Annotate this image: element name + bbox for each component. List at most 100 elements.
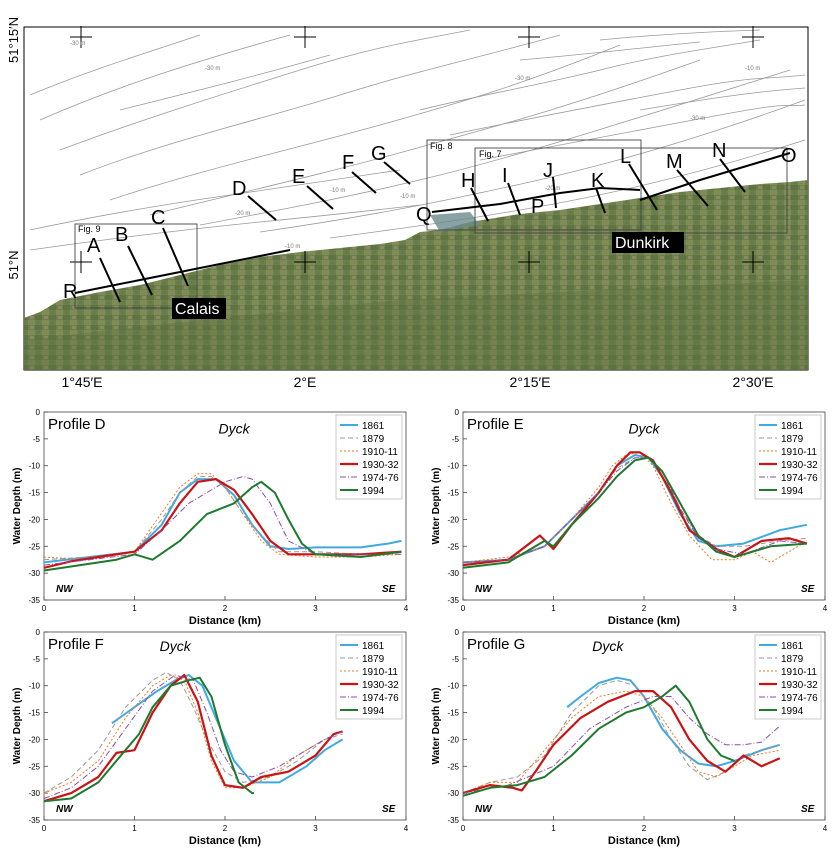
y-tick-label: 0: [455, 628, 460, 637]
profile-letter-i: I: [502, 165, 508, 187]
x-axis-label: Distance (km): [608, 615, 680, 627]
series-line-1861: [43, 478, 402, 564]
y-tick-label: -15: [447, 709, 459, 718]
y-tick-label: -30: [28, 789, 40, 798]
profile-letter-p: P: [531, 196, 544, 218]
y-tick-label: -15: [28, 709, 40, 718]
box-label-fig8: Fig. 8: [430, 141, 453, 151]
y-tick-label: -10: [28, 462, 40, 471]
y-tick-label: -5: [33, 435, 41, 444]
x-tick-label: 3: [732, 824, 737, 833]
x-tick-label: 3: [313, 824, 318, 833]
x-tick-label: 3: [313, 604, 318, 613]
town-dunkirk: Dunkirk: [615, 235, 670, 252]
y-tick-label: -35: [28, 596, 40, 605]
legend-label: 1861: [362, 421, 385, 432]
y-tick-label: -30: [447, 789, 459, 798]
legend-label: 1930-32: [362, 680, 399, 691]
box-label-fig7: Fig. 7: [479, 149, 502, 159]
legend-label: 1910-11: [362, 667, 398, 678]
x-tick-label: 0: [42, 824, 47, 833]
series-line-1910-11: [462, 451, 808, 563]
series-line-1994: [43, 676, 254, 803]
y-axis-label: Water Depth (m): [431, 688, 442, 765]
annotation-se: SE: [801, 804, 815, 815]
series-line-1930-32: [43, 478, 402, 569]
annotation-nw: NW: [475, 804, 493, 815]
legend-label: 1879: [781, 434, 804, 445]
x-axis-label: Distance (km): [189, 615, 261, 627]
x-tick-label: 4: [404, 824, 409, 833]
profile-line-m: [676, 169, 709, 207]
annotation-dyck: Dyck: [592, 638, 624, 654]
coastline-land: [24, 180, 808, 370]
legend-label: 1910-11: [781, 447, 817, 458]
profile-line-k: [595, 187, 606, 214]
profile-letter-a: A: [87, 235, 101, 257]
profile-letter-h: H: [461, 170, 475, 192]
legend-box: [335, 414, 403, 500]
x-tick-label: 3: [732, 604, 737, 613]
x-tick-label: 1: [551, 604, 556, 613]
series-line-1930-32: [462, 690, 781, 795]
annotation-dyck: Dyck: [218, 420, 250, 436]
y-tick-label: -10: [447, 462, 459, 471]
y-tick-label: -20: [447, 735, 459, 744]
fig9-box: [74, 223, 198, 309]
x-axis-label: Distance (km): [189, 835, 261, 847]
contour-label: -30 m: [515, 76, 530, 82]
legend-label: 1879: [362, 434, 385, 445]
port-area: [430, 212, 480, 232]
contour-label: -30 m: [205, 66, 220, 72]
profile-letter-e: E: [292, 166, 305, 188]
y-axis-label: Water Depth (m): [431, 468, 442, 545]
profile-letter-o: O: [781, 145, 797, 167]
lat-label-51: 51°N: [6, 250, 21, 279]
legend-label: 1930-32: [781, 460, 818, 471]
series-line-1879: [43, 671, 343, 794]
profile-letter-b: B: [115, 224, 128, 246]
map-panel: -30 m -30 m -20 m -10 m 0 m -20 m -10 m …: [6, 17, 809, 390]
graticule-marks: [70, 26, 764, 273]
x-tick-label: 2: [642, 824, 647, 833]
profile-line-n: [719, 158, 746, 193]
profile-line-d: [247, 195, 277, 221]
lon-label-2-15: 2°15′E: [510, 374, 551, 390]
series-line-1910-11: [462, 690, 780, 794]
bathymetric-contours: [29, 29, 806, 251]
annotation-se: SE: [382, 584, 396, 595]
y-tick-label: -5: [452, 655, 460, 664]
profile-line-c: [162, 227, 189, 287]
chart-title: Profile F: [48, 636, 104, 653]
contour-label: -10 m: [285, 244, 300, 250]
x-tick-label: 0: [42, 604, 47, 613]
profile-line-j: [552, 176, 557, 209]
legend-label: 1994: [362, 486, 385, 497]
y-tick-label: -15: [28, 489, 40, 498]
town-calais: Calais: [175, 301, 219, 318]
profile-line-q: [431, 186, 641, 213]
profile-line-a: [99, 257, 121, 303]
series-line-1930-32: [43, 673, 343, 803]
profile-line-f: [351, 171, 377, 194]
legend-box: [754, 414, 822, 500]
y-tick-label: 0: [36, 628, 41, 637]
x-tick-label: 4: [404, 604, 409, 613]
y-tick-label: -20: [447, 515, 459, 524]
legend-label: 1974-76: [362, 473, 399, 484]
y-tick-label: -25: [28, 762, 40, 771]
profile-line-r: [74, 249, 291, 294]
x-tick-label: 1: [132, 604, 137, 613]
x-tick-label: 2: [642, 604, 647, 613]
x-tick-label: 1: [132, 824, 137, 833]
legend-label: 1910-11: [362, 447, 398, 458]
series-line-1861: [111, 674, 344, 784]
profile-letter-c: C: [151, 207, 165, 229]
legend-label: 1974-76: [781, 473, 818, 484]
dunkirk-label-bg: [612, 232, 684, 253]
x-tick-label: 2: [223, 824, 228, 833]
series-line-1910-11: [43, 674, 343, 794]
y-tick-label: -25: [28, 542, 40, 551]
profile-letter-r: R: [63, 281, 77, 303]
